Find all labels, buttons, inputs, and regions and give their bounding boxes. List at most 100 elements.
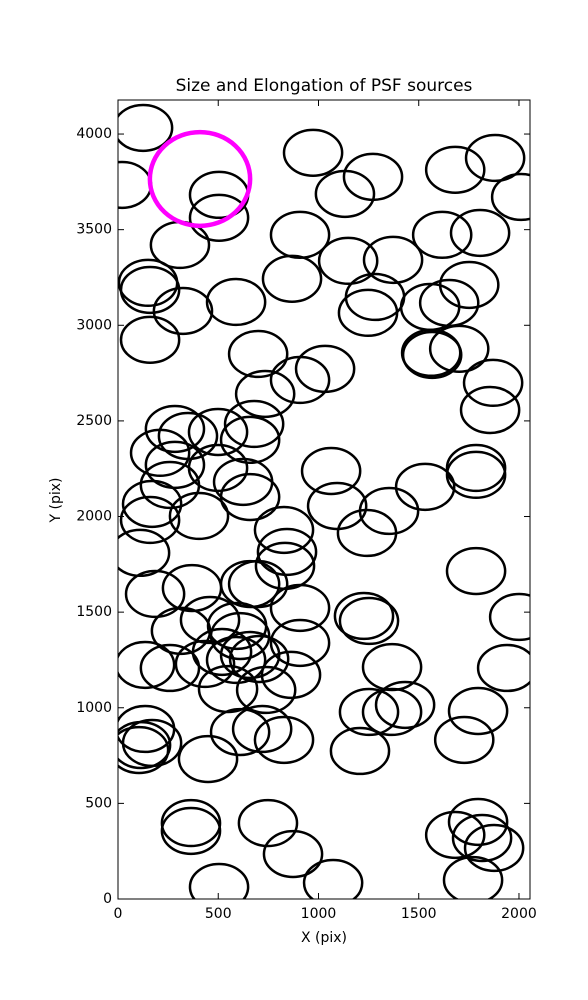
psf-ellipse — [338, 687, 400, 737]
psf-ellipse — [209, 707, 271, 757]
y-axis-label: Y (pix) — [48, 478, 64, 524]
x-axis-label: X (pix) — [301, 930, 347, 946]
psf-ellipse — [160, 798, 222, 848]
psf-ellipse — [174, 639, 236, 689]
psf-ellipse — [223, 399, 285, 449]
psf-ellipse — [424, 145, 486, 195]
psf-ellipse — [139, 460, 201, 510]
y-tick-label: 0 — [103, 891, 112, 907]
psf-ellipse — [401, 330, 463, 380]
psf-ellipse — [227, 329, 289, 379]
psf-ellipse — [411, 210, 473, 260]
psf-ellipse — [187, 407, 249, 457]
y-tick-label: 1500 — [76, 604, 112, 620]
psf-ellipse — [237, 798, 299, 848]
psf-ellipse — [338, 596, 400, 646]
psf-ellipse — [418, 278, 480, 328]
psf-ellipse — [129, 428, 191, 478]
psf-ellipse — [219, 415, 281, 465]
psf-ellipse — [464, 133, 526, 183]
psf-ellipse — [314, 169, 376, 219]
psf-ellipse — [449, 208, 511, 258]
psf-ellipse — [160, 806, 222, 856]
psf-ellipse — [442, 855, 504, 899]
psf-ellipse — [260, 650, 322, 700]
y-tick-label: 4000 — [76, 126, 112, 142]
x-tick-label: 0 — [114, 906, 123, 922]
psf-ellipse — [447, 797, 509, 847]
psf-ellipse — [253, 715, 315, 765]
psf-ellipse — [447, 686, 509, 736]
psf-ellipse — [451, 813, 513, 863]
psf-ellipse — [152, 286, 214, 336]
psf-ellipse — [462, 358, 524, 408]
psf-ellipse — [490, 172, 530, 222]
x-tick-label: 1500 — [401, 906, 437, 922]
psf-ellipse — [121, 479, 183, 529]
psf-ellipse — [139, 643, 201, 693]
psf-ellipse — [269, 618, 331, 668]
psf-ellipse — [361, 687, 423, 737]
psf-ellipse — [424, 810, 486, 860]
psf-ellipse — [428, 324, 490, 374]
psf-ellipse — [119, 265, 181, 315]
psf-ellipse — [463, 823, 525, 873]
psf-ellipse — [118, 528, 171, 578]
psf-ellipse — [188, 862, 250, 899]
psf-ellipse — [168, 491, 230, 541]
psf-ellipse — [234, 369, 296, 419]
psf-ellipse — [337, 288, 399, 338]
psf-ellipse — [302, 858, 364, 899]
psf-ellipse — [262, 829, 324, 879]
psf-ellipse — [256, 527, 318, 577]
psf-ellipse — [209, 611, 271, 661]
psf-ellipse — [317, 236, 379, 286]
y-tick-label: 500 — [85, 795, 112, 811]
psf-ellipse — [362, 235, 424, 285]
psf-ellipse — [336, 508, 398, 558]
psf-ellipse — [147, 129, 253, 229]
psf-ellipse — [438, 260, 500, 310]
chart-title: Size and Elongation of PSF sources — [176, 76, 473, 96]
psf-ellipse — [119, 495, 181, 545]
y-tick-label: 3000 — [76, 317, 112, 333]
psf-ellipse — [219, 472, 281, 522]
plot-marks — [118, 103, 530, 899]
psf-ellipse — [124, 569, 186, 619]
psf-ellipse — [118, 725, 170, 775]
psf-ellipse — [253, 505, 315, 555]
psf-ellipse — [227, 559, 289, 609]
psf-ellipse — [118, 103, 174, 153]
psf-ellipse — [191, 627, 253, 677]
psf-ellipse — [119, 315, 181, 365]
x-tick-label: 2000 — [501, 906, 537, 922]
y-tick-label: 2000 — [76, 509, 112, 525]
psf-ellipse — [282, 128, 344, 177]
psf-ellipse — [433, 715, 495, 765]
psf-ellipse — [235, 665, 297, 715]
psf-ellipse — [445, 450, 507, 500]
psf-ellipse — [179, 595, 241, 645]
psf-ellipse — [374, 680, 436, 730]
psf-ellipse — [394, 462, 456, 512]
x-tick-label: 500 — [205, 906, 232, 922]
psf-ellipse — [300, 446, 362, 496]
psf-ellipse — [118, 640, 176, 690]
psf-ellipse — [459, 385, 521, 435]
psf-ellipse — [231, 704, 293, 754]
y-tick-label: 2500 — [76, 413, 112, 429]
psf-ellipse — [294, 344, 356, 394]
x-tick-label: 1000 — [301, 906, 337, 922]
y-tick-label: 3500 — [76, 222, 112, 238]
psf-ellipse — [488, 592, 530, 642]
psf-ellipse — [144, 404, 206, 454]
psf-ellipse — [445, 546, 507, 596]
psf-ellipse — [329, 726, 391, 776]
psf-ellipse — [205, 635, 267, 685]
y-tick-label: 1000 — [76, 700, 112, 716]
psf-ellipse — [205, 277, 267, 327]
psf-ellipse — [476, 643, 530, 693]
plot-frame — [117, 99, 531, 900]
